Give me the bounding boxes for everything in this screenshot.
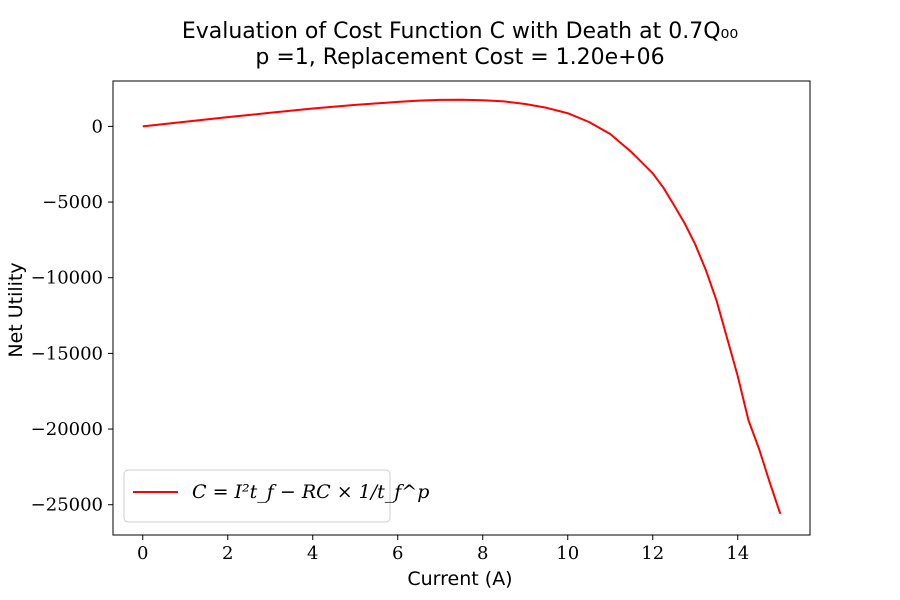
x-tick-label: 4 <box>307 543 318 564</box>
y-axis-label: Net Utility <box>5 262 27 357</box>
legend: C = I²t_f − RC × 1/t_f^p <box>123 469 429 523</box>
y-tick-label: −20000 <box>31 419 103 440</box>
chart-title-line2: p =1, Replacement Cost = 1.20e+06 <box>255 45 664 70</box>
x-tick-label: 6 <box>392 543 403 564</box>
y-tick-label: −15000 <box>31 343 103 364</box>
x-axis-label: Current (A) <box>407 568 512 590</box>
legend-label: C = I²t_f − RC × 1/t_f^p <box>192 481 429 503</box>
y-tick-label: −25000 <box>31 495 103 516</box>
x-tick-label: 10 <box>556 543 579 564</box>
chart-title-line1: Evaluation of Cost Function C with Death… <box>182 19 739 44</box>
axes-frame <box>112 80 811 536</box>
x-tick-label: 12 <box>641 543 664 564</box>
x-tick-label: 8 <box>477 543 488 564</box>
y-tick-label: 0 <box>92 116 103 137</box>
x-tick-label: 0 <box>137 543 148 564</box>
legend-box <box>123 469 391 523</box>
plot-area: 0 2 4 6 8 10 12 14 0 −5000 −10000 −15000 −20000 −2500… <box>31 80 811 564</box>
y-tick-label: −5000 <box>42 192 103 213</box>
y-tick-label: −10000 <box>31 268 103 289</box>
x-tick-label: 14 <box>726 543 749 564</box>
x-tick-label: 2 <box>222 543 233 564</box>
